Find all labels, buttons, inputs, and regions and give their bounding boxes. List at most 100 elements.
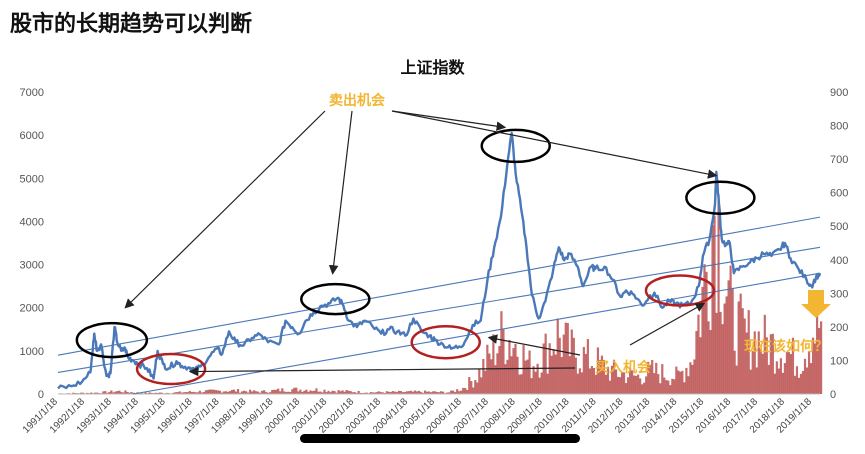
volume-bar bbox=[413, 390, 417, 394]
volume-bar bbox=[343, 391, 346, 394]
volume-bar bbox=[371, 392, 374, 394]
volume-bar bbox=[518, 374, 521, 394]
volume-bar bbox=[572, 337, 575, 394]
volume-bar bbox=[651, 360, 654, 394]
y2-tick-label: 400 bbox=[830, 255, 848, 267]
y-tick-label: 1000 bbox=[20, 346, 44, 358]
volume-bar bbox=[715, 312, 718, 394]
volume-bar bbox=[132, 392, 135, 394]
volume-bar bbox=[643, 382, 646, 394]
volume-bar bbox=[435, 392, 439, 394]
volume-bar bbox=[755, 367, 758, 394]
volume-bar bbox=[275, 389, 278, 394]
volume-bar bbox=[458, 391, 461, 394]
volume-bar bbox=[482, 358, 485, 394]
volume-bar bbox=[249, 389, 252, 394]
volume-bar bbox=[160, 392, 163, 394]
volume-bar bbox=[319, 391, 322, 394]
volume-bar bbox=[208, 389, 211, 394]
volume-bar bbox=[130, 392, 133, 394]
volume-bar bbox=[454, 391, 457, 394]
volume-bar bbox=[315, 388, 318, 394]
volume-bar bbox=[641, 384, 644, 394]
volume-bar bbox=[815, 301, 819, 394]
volume-bar bbox=[691, 364, 694, 394]
volume-bar bbox=[494, 365, 497, 394]
volume-bar bbox=[238, 392, 242, 394]
volume-bar bbox=[604, 374, 608, 394]
chart-title: 上证指数 bbox=[400, 58, 465, 77]
y-tick-label: 2000 bbox=[20, 303, 44, 315]
trend-channel-line bbox=[57, 216, 821, 356]
volume-bar bbox=[403, 391, 407, 394]
volume-bar bbox=[498, 346, 501, 394]
index-line-group bbox=[57, 131, 822, 390]
volume-bar bbox=[234, 391, 238, 394]
volume-bar bbox=[725, 296, 728, 394]
volume-bar bbox=[184, 392, 187, 394]
volume-bar bbox=[277, 388, 280, 394]
volume-bar bbox=[448, 392, 451, 394]
volume-bar bbox=[516, 356, 519, 394]
volume-bar bbox=[697, 314, 700, 394]
volume-bar bbox=[80, 392, 83, 394]
volume-bar bbox=[317, 391, 320, 394]
volume-bar bbox=[188, 391, 191, 394]
volume-bar bbox=[124, 390, 127, 394]
volume-bar bbox=[72, 392, 75, 394]
volume-bar bbox=[102, 391, 105, 394]
volume-bar bbox=[490, 359, 493, 394]
volume-bar bbox=[305, 389, 308, 394]
volume-bar bbox=[618, 377, 622, 394]
volume-bar bbox=[747, 310, 750, 394]
index-line bbox=[57, 131, 822, 390]
volume-bar bbox=[536, 363, 539, 394]
volume-bar bbox=[749, 369, 752, 394]
volume-bar bbox=[580, 372, 583, 394]
volume-bar bbox=[251, 391, 254, 394]
volume-bar bbox=[144, 392, 147, 394]
volume-bar bbox=[108, 391, 111, 394]
volume-bar bbox=[421, 392, 425, 394]
volume-bar bbox=[512, 348, 515, 394]
volume-bar bbox=[321, 392, 324, 394]
volume-bar bbox=[452, 390, 455, 394]
volume-bar bbox=[114, 391, 117, 394]
volume-bar bbox=[307, 391, 310, 394]
volume-bar bbox=[395, 392, 398, 394]
volume-bar bbox=[427, 391, 431, 394]
volume-bar bbox=[285, 391, 288, 394]
volume-bar bbox=[389, 392, 392, 394]
buy-opportunity-label: 买入机会 bbox=[595, 359, 652, 376]
volume-bar bbox=[576, 373, 579, 394]
volume-bar bbox=[709, 329, 712, 394]
volume-bar bbox=[731, 287, 734, 394]
sell-arrow bbox=[124, 110, 326, 309]
volume-bar bbox=[608, 380, 612, 394]
volume-bar bbox=[775, 361, 778, 394]
volume-bar bbox=[564, 322, 567, 394]
volume-bar bbox=[546, 373, 549, 394]
volume-bar bbox=[673, 379, 676, 394]
volume-bar bbox=[329, 392, 332, 394]
volume-bar bbox=[96, 392, 99, 394]
volume-bar bbox=[218, 390, 222, 394]
volume-bar bbox=[323, 389, 326, 394]
volume-bar bbox=[739, 293, 742, 394]
scroll-bar[interactable] bbox=[300, 434, 580, 443]
volume-bar bbox=[582, 346, 585, 394]
volume-bar bbox=[116, 391, 119, 394]
volume-bar bbox=[259, 392, 262, 394]
volume-bar bbox=[212, 389, 216, 394]
sell-circle bbox=[685, 180, 756, 215]
volume-bar bbox=[745, 332, 748, 394]
volume-bar bbox=[759, 348, 762, 394]
volume-bar bbox=[679, 371, 682, 394]
buy-circle bbox=[410, 324, 481, 360]
volume-bar bbox=[785, 352, 789, 394]
volume-bar bbox=[236, 388, 240, 394]
volume-bar bbox=[610, 365, 614, 394]
volume-bar bbox=[631, 370, 634, 394]
volume-bar bbox=[375, 392, 378, 394]
volume-bar bbox=[657, 374, 660, 394]
